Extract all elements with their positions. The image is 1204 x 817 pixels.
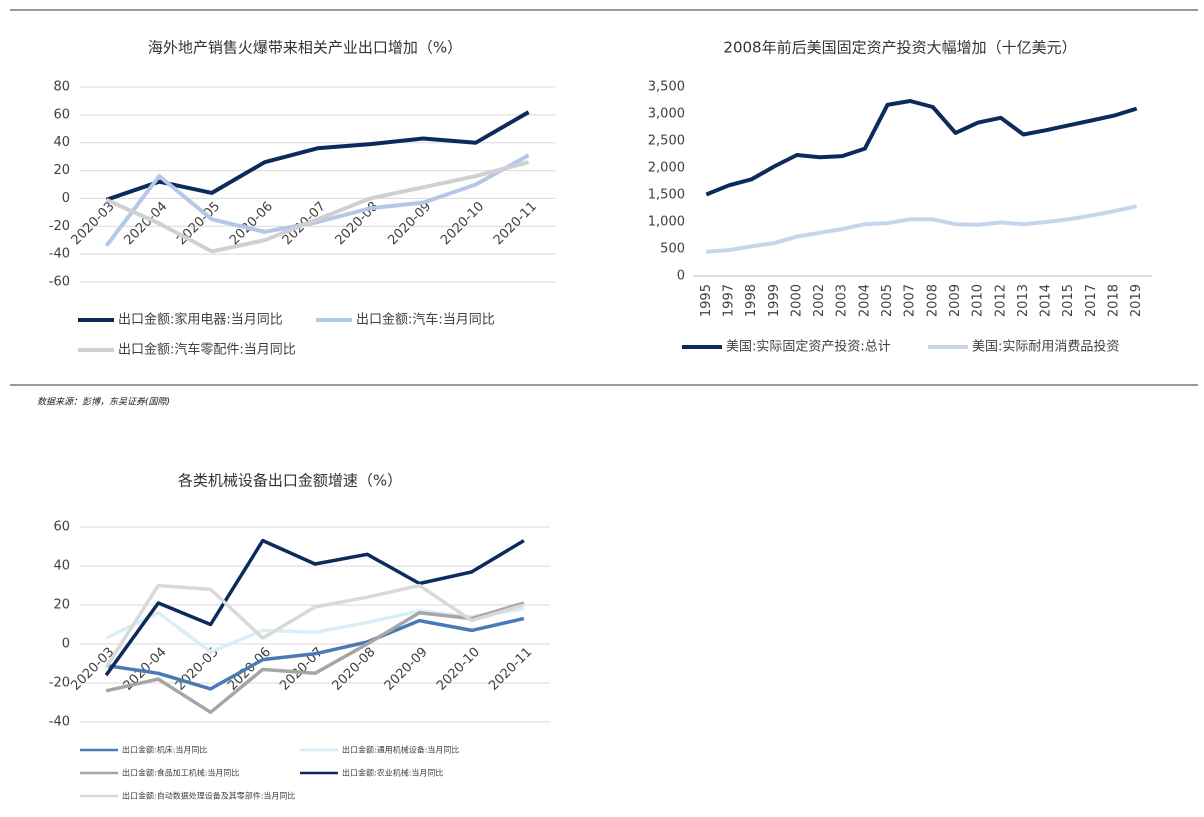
series-line bbox=[105, 160, 530, 254]
y-tick-label: 40 bbox=[53, 135, 70, 150]
x-tick-label: 2020-09 bbox=[382, 645, 431, 694]
y-tick-label: 1,500 bbox=[648, 188, 685, 203]
x-tick-label: 1995 bbox=[699, 284, 714, 317]
y-tick-label: 2,000 bbox=[648, 161, 685, 176]
x-tick-label: 2007 bbox=[903, 284, 918, 317]
legend-label: 出口金额:农业机械:当月同比 bbox=[342, 768, 443, 778]
chart-title: 2008年前后美国固定资产投资大幅增加（十亿美元） bbox=[723, 39, 1076, 57]
y-tick-label: 20 bbox=[53, 598, 70, 613]
x-tick-label: 1997 bbox=[721, 284, 736, 317]
y-tick-label: 60 bbox=[53, 520, 70, 535]
x-tick-label: 2010 bbox=[971, 284, 986, 317]
series-line bbox=[705, 99, 1138, 197]
y-tick-label: 0 bbox=[62, 191, 70, 206]
legend-label: 出口金额:食品加工机械:当月同比 bbox=[122, 768, 239, 778]
x-tick-label: 2014 bbox=[1039, 284, 1054, 317]
x-tick-label: 2009 bbox=[948, 284, 963, 317]
legend-label: 出口金额:汽车:当月同比 bbox=[356, 312, 495, 328]
y-tick-label: 80 bbox=[53, 80, 70, 95]
series-line bbox=[104, 153, 530, 248]
y-tick-label: 60 bbox=[53, 107, 70, 122]
x-tick-label: 2008 bbox=[925, 284, 940, 317]
y-tick-label: 500 bbox=[660, 242, 685, 257]
legend-label: 出口金额:自动数据处理设备及其零部件:当月同比 bbox=[122, 791, 295, 801]
x-tick-label: 2020-11 bbox=[491, 199, 540, 248]
legend-label: 出口金额:通用机械设备:当月同比 bbox=[342, 745, 459, 755]
y-tick-label: 0 bbox=[677, 269, 685, 284]
x-tick-label: 2005 bbox=[880, 284, 895, 317]
x-tick-label: 2003 bbox=[835, 284, 850, 317]
legend-label: 出口金额:家用电器:当月同比 bbox=[118, 312, 283, 328]
x-tick-label: 2015 bbox=[1061, 284, 1076, 317]
series-line bbox=[105, 607, 525, 654]
x-tick-label: 2000 bbox=[789, 284, 804, 317]
y-tick-label: 40 bbox=[53, 559, 70, 574]
x-tick-label: 2004 bbox=[857, 284, 872, 317]
x-tick-label: 2020-10 bbox=[438, 199, 487, 248]
x-tick-label: 2012 bbox=[993, 284, 1008, 317]
series-line bbox=[706, 204, 1138, 254]
legend-label: 美国:实际耐用消费品投资 bbox=[972, 339, 1119, 355]
x-tick-label: 2017 bbox=[1084, 284, 1099, 317]
y-tick-label: -60 bbox=[49, 275, 70, 290]
legend-label: 出口金额:机床:当月同比 bbox=[122, 745, 207, 755]
x-tick-label: 2020-10 bbox=[434, 645, 483, 694]
x-tick-label: 2013 bbox=[1016, 284, 1031, 317]
series-line bbox=[105, 616, 525, 691]
legend-label: 出口金额:汽车零配件:当月同比 bbox=[118, 342, 296, 358]
x-tick-label: 2020-11 bbox=[486, 645, 535, 694]
x-tick-label: 2019 bbox=[1129, 284, 1144, 317]
x-tick-label: 2018 bbox=[1107, 284, 1122, 317]
y-tick-label: 0 bbox=[62, 637, 70, 652]
legend-label: 美国:实际固定资产投资:总计 bbox=[726, 339, 891, 355]
y-tick-label: -40 bbox=[49, 247, 70, 262]
x-tick-label: 1998 bbox=[744, 284, 759, 317]
series-line bbox=[105, 601, 525, 715]
y-tick-label: -20 bbox=[49, 676, 70, 691]
y-tick-label: 3,500 bbox=[648, 80, 685, 95]
y-tick-label: -20 bbox=[49, 219, 70, 234]
y-tick-label: -40 bbox=[49, 715, 70, 730]
x-tick-label: 2002 bbox=[812, 284, 827, 317]
y-tick-label: 20 bbox=[53, 163, 70, 178]
source-note: 数据来源：彭博，东吴证券(国際) bbox=[37, 397, 170, 408]
series-line bbox=[104, 583, 525, 669]
series-line bbox=[105, 110, 530, 202]
x-tick-label: 1999 bbox=[767, 284, 782, 317]
y-tick-label: 2,500 bbox=[648, 134, 685, 149]
chart-title: 海外地产销售火爆带来相关产业出口增加（%） bbox=[148, 39, 462, 57]
series-line bbox=[104, 538, 525, 677]
y-tick-label: 3,000 bbox=[648, 107, 685, 122]
chart-title: 各类机械设备出口金额增速（%） bbox=[178, 472, 402, 490]
y-tick-label: 1,000 bbox=[648, 215, 685, 230]
